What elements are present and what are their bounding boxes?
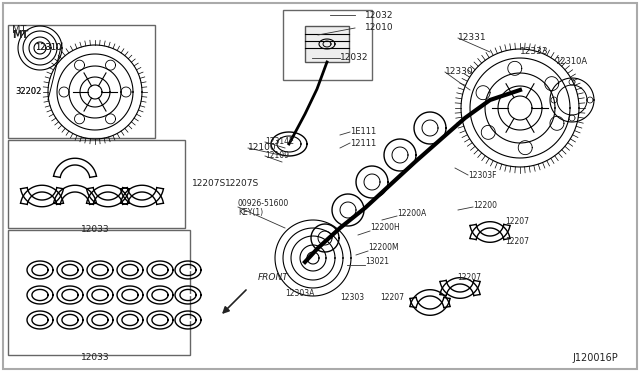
Text: 12331: 12331 [458, 33, 486, 42]
Text: 12033: 12033 [81, 353, 109, 362]
Text: 32202: 32202 [15, 87, 42, 96]
Text: 13021: 13021 [365, 257, 389, 266]
Text: 12200: 12200 [473, 201, 497, 209]
Text: 00926-51600: 00926-51600 [238, 199, 289, 208]
Text: MT: MT [12, 25, 26, 35]
Text: 12207S: 12207S [225, 179, 259, 187]
Text: 12032: 12032 [365, 10, 394, 19]
Text: KEY(1): KEY(1) [238, 208, 263, 218]
Text: 12200H: 12200H [370, 224, 400, 232]
Text: 12207: 12207 [457, 273, 481, 282]
Bar [283, 10, 372, 80]
Text: 12310: 12310 [35, 44, 61, 52]
Text: 12200A: 12200A [397, 208, 426, 218]
Text: 12111: 12111 [350, 138, 376, 148]
Text: 12207: 12207 [505, 237, 529, 247]
Text: 12303: 12303 [340, 294, 364, 302]
Text: 12100: 12100 [248, 144, 276, 153]
Bar [305, 26, 349, 62]
Text: 32202: 32202 [15, 87, 42, 96]
Text: 12207S: 12207S [192, 179, 227, 187]
Bar [8, 25, 155, 138]
Text: 12303F: 12303F [468, 170, 497, 180]
Bar [8, 230, 190, 355]
Text: 12333: 12333 [520, 48, 548, 57]
Text: 12303A: 12303A [285, 289, 314, 298]
Text: 12207: 12207 [505, 218, 529, 227]
Text: 12033: 12033 [81, 225, 109, 234]
Text: MT: MT [12, 30, 28, 40]
Text: 12010: 12010 [365, 23, 394, 32]
Text: 12207: 12207 [380, 294, 404, 302]
Text: 12310A: 12310A [555, 58, 587, 67]
Bar [8, 140, 185, 228]
Text: 1E111: 1E111 [350, 128, 376, 137]
Text: 12032: 12032 [340, 54, 369, 62]
Text: 12330: 12330 [445, 67, 474, 77]
Text: 12200M: 12200M [368, 244, 399, 253]
Text: 12310: 12310 [35, 44, 61, 52]
Text: J120016P: J120016P [572, 353, 618, 363]
Text: 12109: 12109 [265, 151, 289, 160]
Text: 12314E: 12314E [265, 138, 294, 147]
Text: FRONT: FRONT [258, 273, 289, 282]
